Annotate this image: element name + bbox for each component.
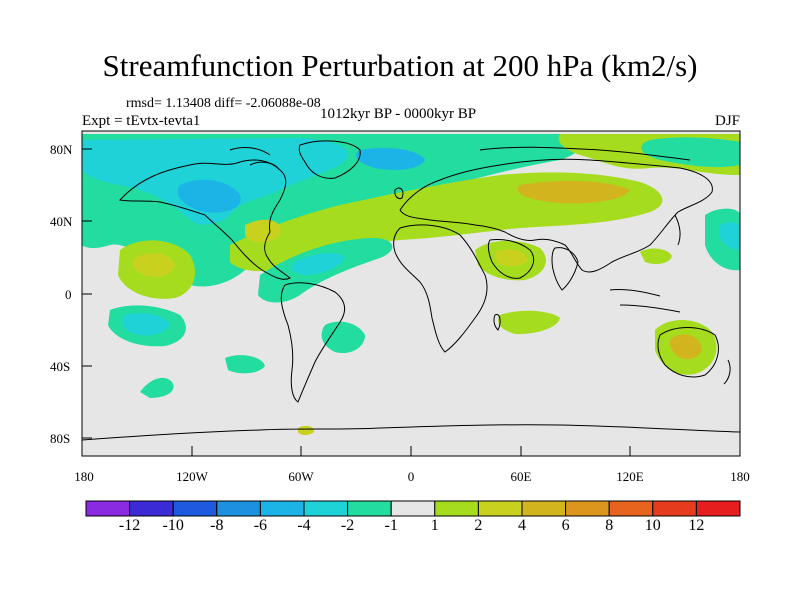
contour-neg-east-edge-core bbox=[720, 222, 740, 250]
colorbar-swatch bbox=[259, 500, 305, 517]
lon-label-120w: 120W bbox=[176, 469, 208, 484]
contour-pos-australia-core bbox=[669, 334, 702, 360]
contour-neg-arctic-east bbox=[641, 137, 740, 168]
contour-pos-midlat-core bbox=[517, 180, 630, 204]
contour-neg-south-1 bbox=[225, 355, 265, 374]
coast-canada-islands bbox=[229, 147, 279, 169]
coast-australia bbox=[657, 327, 719, 378]
lon-label-60w: 60W bbox=[288, 469, 314, 484]
coast-uk bbox=[394, 187, 404, 199]
coast-greenland bbox=[298, 140, 361, 179]
contour-pos-wpacific bbox=[640, 248, 672, 264]
contour-neg-west-edge bbox=[82, 219, 100, 247]
coast-antarctica bbox=[82, 424, 740, 441]
colorbar-swatch bbox=[652, 500, 697, 517]
lon-label-120e: 120E bbox=[616, 469, 644, 484]
colorbar-swatch bbox=[608, 500, 654, 517]
contour-neg-south-2 bbox=[140, 377, 174, 398]
colorbar-swatch bbox=[565, 500, 610, 517]
coast-arctic-russia bbox=[479, 146, 691, 161]
lat-label-0: 0 bbox=[65, 287, 72, 302]
lon-label-60e: 60E bbox=[510, 469, 532, 484]
colorbar-swatch bbox=[521, 500, 567, 517]
lon-label-0: 0 bbox=[407, 469, 415, 484]
colorbar-tick-label: 12 bbox=[688, 517, 705, 534]
colorbar-swatch bbox=[477, 500, 523, 517]
colorbar-tick-label: 6 bbox=[561, 517, 570, 534]
colorbar bbox=[85, 500, 741, 517]
coast-africa bbox=[393, 224, 488, 353]
colorbar-swatch bbox=[303, 500, 349, 517]
lat-label-80n: 80N bbox=[50, 142, 73, 157]
colorbar-swatch bbox=[85, 500, 131, 517]
lon-label-180w: 180 bbox=[74, 469, 94, 484]
coast-north-america bbox=[119, 159, 291, 280]
colorbar-swatch bbox=[216, 500, 261, 517]
colorbar-swatch bbox=[129, 500, 174, 517]
colorbar-tick-label: 8 bbox=[605, 517, 614, 534]
lat-label-40s: 40S bbox=[50, 359, 71, 374]
contour-pos-indian bbox=[498, 310, 560, 335]
colorbar-tick-label: 2 bbox=[474, 517, 483, 534]
contour-pos-antarctic bbox=[298, 425, 315, 435]
contour-pos-atlantic-core bbox=[245, 219, 281, 243]
map-title: Streamfunction Perturbation at 200 hPa (… bbox=[102, 48, 698, 83]
contour-neg-tropical-core bbox=[291, 253, 345, 275]
coast-madagascar bbox=[493, 313, 501, 331]
colorbar-tick-label: -8 bbox=[210, 517, 224, 534]
colorbar-swatch bbox=[695, 500, 741, 517]
colorbar-swatch bbox=[347, 500, 392, 517]
lat-label-40n: 40N bbox=[50, 214, 73, 229]
season-label: DJF bbox=[714, 113, 740, 129]
period-label: 1012kyr BP - 0000kyr BP bbox=[320, 106, 477, 122]
lon-label-180e: 180 bbox=[730, 469, 750, 484]
colorbar-tick-label: -6 bbox=[253, 517, 268, 534]
contour-neg-core-1 bbox=[177, 179, 241, 213]
contour-neg-south-pacific-core bbox=[122, 313, 170, 336]
coast-south-america bbox=[280, 282, 346, 403]
coast-eurasia bbox=[399, 158, 713, 273]
colorbar-swatch bbox=[434, 500, 479, 517]
colorbar-tick-label: -1 bbox=[384, 517, 398, 534]
contour-neg-core-2 bbox=[355, 148, 425, 170]
coast-india bbox=[551, 247, 579, 291]
colorbar-swatch bbox=[390, 500, 436, 517]
colorbar-tick-label: 10 bbox=[644, 517, 661, 534]
colorbar-swatch bbox=[172, 500, 218, 517]
colorbar-tick-label: -10 bbox=[162, 517, 184, 534]
colorbar-tick-label: -12 bbox=[118, 517, 141, 534]
coast-arabia bbox=[487, 239, 535, 279]
colorbar-tick-label: 1 bbox=[430, 517, 439, 534]
coast-japan bbox=[674, 214, 681, 246]
coast-new-zealand bbox=[723, 359, 731, 385]
contour-pos-arabia-core bbox=[495, 249, 528, 267]
stats-text: rmsd= 1.13408 diff= -2.06088e-08 bbox=[126, 96, 321, 111]
lat-label-80s: 80S bbox=[50, 431, 71, 446]
contour-neg-south-america bbox=[321, 321, 365, 354]
experiment-label: Expt = tEvtx-tevta1 bbox=[82, 113, 201, 129]
contour-pos-pacific-core bbox=[132, 253, 175, 277]
colorbar-tick-label: 4 bbox=[518, 517, 526, 534]
axis-ticks bbox=[81, 148, 741, 456]
coastlines bbox=[82, 140, 740, 441]
coast-indonesia bbox=[609, 289, 681, 313]
colorbar-tick-label: -4 bbox=[297, 517, 311, 534]
colorbar-tick-label: -2 bbox=[340, 517, 355, 534]
